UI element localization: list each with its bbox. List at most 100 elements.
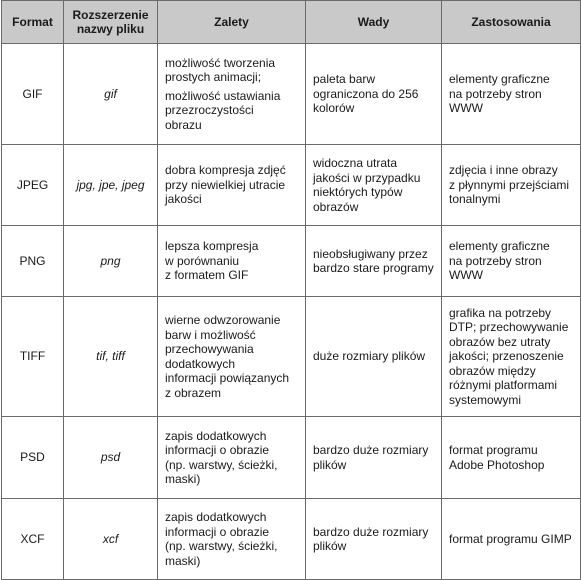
extension-cell: tif, tiff <box>63 296 158 417</box>
extension-cell: png <box>63 225 158 297</box>
advantage-line: dobra kompresja zdjęć <box>165 163 286 178</box>
advantage-line: maski) <box>165 553 201 568</box>
advantages-cell: zapis dodatkowych informacji o obrazie (np… <box>157 416 306 499</box>
advantage-line: przy niewielkiej utracie <box>165 177 286 192</box>
use-line: WWW <box>449 268 483 283</box>
disadvantages-cell: duże rozmiary plików <box>305 296 442 417</box>
format-cell: PSD <box>1 416 64 499</box>
disadvantages-cell: paleta barw ograniczona do 256 kolorów <box>305 43 442 145</box>
use-line: tonalnymi <box>449 192 501 207</box>
advantages-cell: zapis dodatkowych informacji o obrazie (np… <box>157 498 306 580</box>
advantage-line: dodatkowych <box>165 356 236 371</box>
use-line: obrazów bez utraty <box>449 334 551 349</box>
table-row: PNG png lepsza kompresja w porównaniu z form… <box>1 225 581 297</box>
header-extension: Rozszerzenie nazwy pliku <box>63 0 158 44</box>
header-uses: Zastosowania <box>441 0 581 44</box>
use-line: systemowymi <box>449 392 522 407</box>
advantage-line: z obrazem <box>165 385 222 400</box>
advantage-line: barw i możliwość <box>165 327 256 342</box>
use-line: na potrzeby stron <box>449 253 542 268</box>
advantage-line: jakości <box>165 192 202 207</box>
header-row: Format Rozszerzenie nazwy pliku Zalety Wa… <box>1 0 581 44</box>
disadvantage-line: niektórych typów <box>313 185 403 199</box>
uses-cell: elementy graficzne na potrzeby stron WWW <box>441 43 581 145</box>
use-line: Adobe Photoshop <box>449 457 545 472</box>
disadvantage-line: plików <box>313 457 347 472</box>
advantages-cell: lepsza kompresja w porównaniu z formatem G… <box>157 225 306 297</box>
advantage-line: przechowywania <box>165 342 254 356</box>
extension-cell: xcf <box>63 498 158 580</box>
advantage-paragraph: możliwość tworzenia prostych animacji; <box>165 56 301 85</box>
advantage-paragraph: dobra kompresja zdjęć przy niewielkiej ut… <box>165 163 301 207</box>
table-row: GIF gif możliwość tworzenia prostych animac… <box>1 43 581 145</box>
advantage-line: obrazu <box>165 117 202 132</box>
advantage-line: (np. warstwy, ścieżki, <box>165 539 278 553</box>
format-cell: XCF <box>1 498 64 580</box>
format-cell: GIF <box>1 43 64 145</box>
advantage-line: z formatem GIF <box>165 268 249 283</box>
advantage-line: informacji o obrazie <box>165 524 270 539</box>
advantage-line: wierne odwzorowanie <box>165 313 281 327</box>
uses-cell: grafika na potrzeby DTP; przechowywanie ob… <box>441 296 581 417</box>
uses-cell: zdjęcia i inne obrazy z płynnymi przejści… <box>441 144 581 226</box>
extension-cell: gif <box>63 43 158 145</box>
disadvantage-line: bardzo stare programy <box>313 261 434 275</box>
uses-cell: format programu Adobe Photoshop <box>441 416 581 499</box>
advantage-line: prostych animacji; <box>165 70 262 85</box>
table-body: GIF gif możliwość tworzenia prostych animac… <box>1 43 581 580</box>
uses-cell: format programu GIMP <box>441 498 581 580</box>
disadvantage-line: bardzo duże rozmiary <box>313 443 429 457</box>
disadvantages-cell: widoczna utrata jakości w przypadku niektó… <box>305 144 442 226</box>
use-line: obrazów między <box>449 363 536 378</box>
use-line: zdjęcia i inne obrazy <box>449 163 558 178</box>
use-line: WWW <box>449 101 483 116</box>
advantage-paragraph: zapis dodatkowych informacji o obrazie (np… <box>165 429 301 487</box>
disadvantage-line: paleta barw <box>313 72 376 87</box>
use-line: na potrzeby stron <box>449 86 542 101</box>
advantage-line: w porównaniu <box>165 253 240 268</box>
disadvantages-cell: bardzo duże rozmiary plików <box>305 498 442 580</box>
use-line: elementy graficzne <box>449 72 550 87</box>
disadvantages-cell: bardzo duże rozmiary plików <box>305 416 442 499</box>
table-row: JPEG jpg, jpe, jpeg dobra kompresja zdjęć p… <box>1 144 581 226</box>
advantage-line: zapis dodatkowych <box>165 510 267 524</box>
use-line: format programu <box>449 443 538 457</box>
format-cell: PNG <box>1 225 64 297</box>
table-row: TIFF tif, tiff wierne odwzorowanie barw i m… <box>1 296 581 417</box>
disadvantage-line: widoczna utrata <box>313 156 398 170</box>
advantage-line: możliwość ustawiania <box>165 88 281 103</box>
advantage-line: możliwość tworzenia <box>165 55 276 70</box>
advantage-paragraph: wierne odwzorowanie barw i możliwość przec… <box>165 313 301 400</box>
advantage-line: lepsza kompresja <box>165 239 259 254</box>
disadvantage-line: jakości w przypadku <box>313 170 421 185</box>
advantage-paragraph: lepsza kompresja w porównaniu z formatem G… <box>165 239 301 283</box>
use-line: format programu GIMP <box>449 531 572 546</box>
disadvantage-line: nieobsługiwany przez <box>313 246 428 261</box>
advantage-paragraph: zapis dodatkowych informacji o obrazie (np… <box>165 510 301 568</box>
advantage-line: informacji o obrazie <box>165 443 270 457</box>
table-row: PSD psd zapis dodatkowych informacji o obra… <box>1 416 581 499</box>
advantages-cell: możliwość tworzenia prostych animacji; moż… <box>157 43 306 145</box>
advantage-line: (np. warstwy, ścieżki, <box>165 457 278 472</box>
advantages-cell: wierne odwzorowanie barw i możliwość przec… <box>157 296 306 417</box>
uses-cell: elementy graficzne na potrzeby stron WWW <box>441 225 581 297</box>
header-format: Format <box>1 0 64 44</box>
advantages-cell: dobra kompresja zdjęć przy niewielkiej ut… <box>157 144 306 226</box>
disadvantage-line: plików <box>313 539 347 553</box>
header-disadvantages: Wady <box>305 0 442 44</box>
use-line: różnymi platformami <box>449 378 558 393</box>
use-line: DTP; przechowywanie <box>449 320 569 335</box>
header-advantages: Zalety <box>157 0 306 44</box>
use-line: grafika na potrzeby <box>449 305 552 320</box>
advantage-line: zapis dodatkowych <box>165 428 267 443</box>
advantage-line: maski) <box>165 472 201 486</box>
extension-cell: psd <box>63 416 158 499</box>
disadvantage-line: kolorów <box>313 101 355 116</box>
format-cell: TIFF <box>1 296 64 417</box>
advantage-paragraph: możliwość ustawiania przezroczystości obra… <box>165 89 301 133</box>
disadvantage-line: obrazów <box>313 199 359 214</box>
advantage-line: informacji powiązanych <box>165 371 290 385</box>
disadvantages-cell: nieobsługiwany przez bardzo stare program… <box>305 225 442 297</box>
use-line: elementy graficzne <box>449 239 550 254</box>
